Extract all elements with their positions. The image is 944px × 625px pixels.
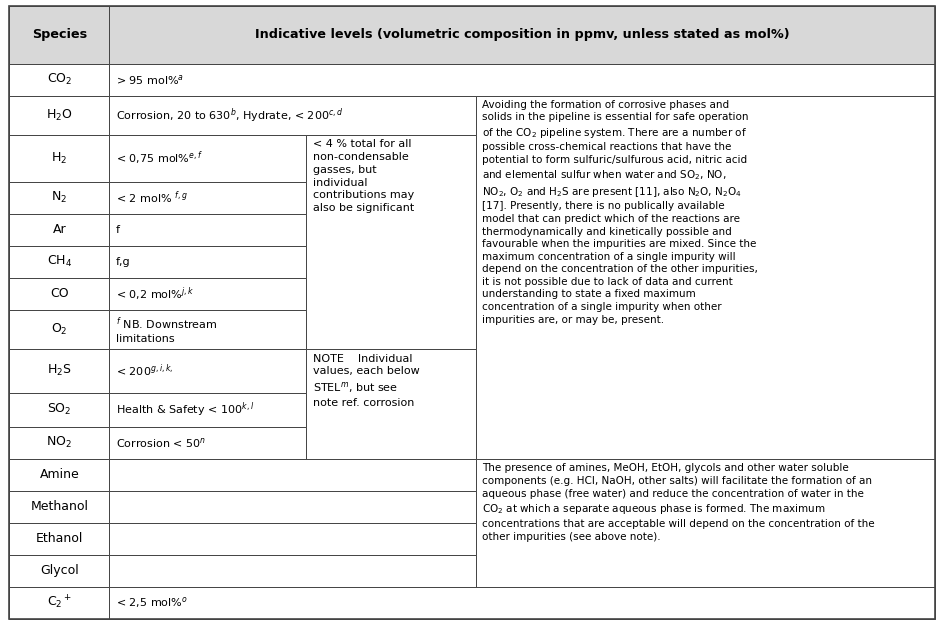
Text: Corrosion < 50$^n$: Corrosion < 50$^n$ <box>116 436 206 450</box>
Bar <box>110 491 476 522</box>
Text: < 0,75 mol%$^{e,f}$: < 0,75 mol%$^{e,f}$ <box>116 149 203 168</box>
Bar <box>110 310 307 349</box>
Text: CO: CO <box>50 288 69 301</box>
Bar <box>9 587 110 619</box>
Text: Corrosion, 20 to 630$^b$, Hydrate, < 200$^{c,d}$: Corrosion, 20 to 630$^b$, Hydrate, < 200… <box>116 106 344 124</box>
Text: < 200$^{g,i,k,}$: < 200$^{g,i,k,}$ <box>116 362 174 379</box>
Bar <box>110 182 307 214</box>
Text: N$_2$: N$_2$ <box>51 191 67 206</box>
Bar <box>9 64 110 96</box>
Bar <box>9 96 110 135</box>
Bar <box>9 278 110 310</box>
Bar <box>9 491 110 522</box>
Text: CO$_2$: CO$_2$ <box>47 72 72 87</box>
Text: Amine: Amine <box>40 468 79 481</box>
Bar <box>9 427 110 459</box>
Bar <box>9 310 110 349</box>
Text: f,g: f,g <box>116 257 130 267</box>
Bar <box>110 135 307 182</box>
Bar <box>307 135 476 349</box>
Bar <box>110 6 935 64</box>
Bar <box>9 459 110 491</box>
Text: H$_2$S: H$_2$S <box>47 363 72 379</box>
Bar <box>9 135 110 182</box>
Text: Species: Species <box>32 28 87 41</box>
Bar <box>110 522 476 555</box>
Bar <box>476 459 935 587</box>
Bar <box>9 555 110 587</box>
Bar <box>110 459 476 491</box>
Bar <box>9 522 110 555</box>
Text: CH$_4$: CH$_4$ <box>47 254 72 269</box>
Text: Avoiding the formation of corrosive phases and
solids in the pipeline is essenti: Avoiding the formation of corrosive phas… <box>482 100 758 324</box>
Text: The presence of amines, MeOH, EtOH, glycols and other water soluble
components (: The presence of amines, MeOH, EtOH, glyc… <box>482 463 875 542</box>
Text: < 2,5 mol%$^o$: < 2,5 mol%$^o$ <box>116 595 188 610</box>
Text: Methanol: Methanol <box>30 500 89 513</box>
Text: > 95 mol%$^a$: > 95 mol%$^a$ <box>116 72 184 86</box>
Text: f: f <box>116 225 120 235</box>
Bar <box>110 349 307 392</box>
Bar <box>307 349 476 459</box>
Bar <box>9 349 110 392</box>
Text: Ethanol: Ethanol <box>36 532 83 545</box>
Bar <box>9 214 110 246</box>
Text: $^f$ NB. Downstream
limitations: $^f$ NB. Downstream limitations <box>116 315 217 344</box>
Text: < 4 % total for all
non-condensable
gasses, but
individual
contributions may
als: < 4 % total for all non-condensable gass… <box>312 139 414 213</box>
Bar <box>9 246 110 278</box>
Text: H$_2$: H$_2$ <box>51 151 67 166</box>
Text: < 0,2 mol%$^{j,k}$: < 0,2 mol%$^{j,k}$ <box>116 285 194 302</box>
Bar <box>9 6 110 64</box>
Bar <box>110 587 935 619</box>
Bar <box>110 214 307 246</box>
Text: Ar: Ar <box>53 223 66 236</box>
Text: O$_2$: O$_2$ <box>51 322 68 337</box>
Bar <box>9 392 110 427</box>
Text: SO$_2$: SO$_2$ <box>47 402 72 417</box>
Text: H$_2$O: H$_2$O <box>46 107 73 123</box>
Text: < 2 mol% $^{f,g}$: < 2 mol% $^{f,g}$ <box>116 189 188 206</box>
Text: NO$_2$: NO$_2$ <box>46 435 73 450</box>
Text: Glycol: Glycol <box>40 564 78 578</box>
Bar <box>110 64 935 96</box>
Bar <box>110 392 307 427</box>
Bar <box>110 246 307 278</box>
Text: NOTE    Individual
values, each below
STEL$^m$, but see
note ref. corrosion: NOTE Individual values, each below STEL$… <box>312 354 420 408</box>
Bar <box>110 278 307 310</box>
Bar <box>110 427 307 459</box>
Bar <box>110 96 476 135</box>
Bar <box>110 555 476 587</box>
Text: Health & Safety < 100$^{k,l}$: Health & Safety < 100$^{k,l}$ <box>116 401 254 419</box>
Text: Indicative levels (volumetric composition in ppmv, unless stated as mol%): Indicative levels (volumetric compositio… <box>255 28 789 41</box>
Bar <box>9 182 110 214</box>
Bar <box>476 96 935 459</box>
Text: C$_2$$^+$: C$_2$$^+$ <box>47 594 72 611</box>
